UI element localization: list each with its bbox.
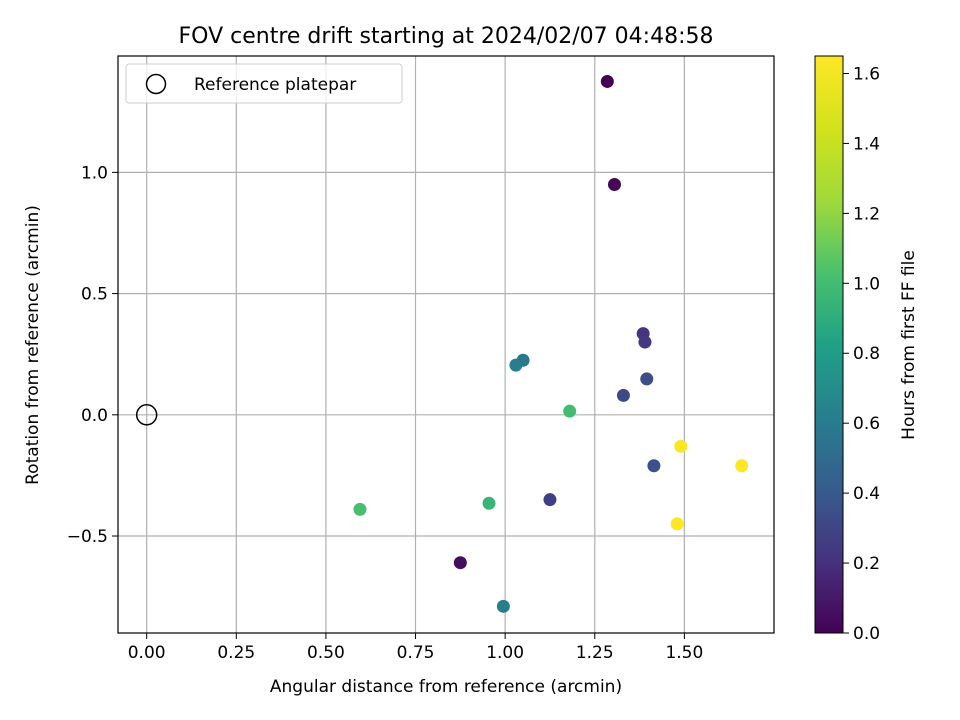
data-point bbox=[670, 517, 684, 531]
x-axis-label: Angular distance from reference (arcmin) bbox=[270, 677, 622, 697]
data-point bbox=[353, 502, 367, 516]
data-point bbox=[482, 496, 496, 510]
x-tick-label: 0.00 bbox=[128, 643, 166, 663]
colorbar-tick-label: 1.6 bbox=[853, 64, 880, 84]
data-point bbox=[600, 74, 614, 88]
x-axis-ticks: 0.00 0.25 0.50 0.75 1.00 1.25 1.50 bbox=[128, 633, 703, 663]
data-point bbox=[640, 372, 654, 386]
grid bbox=[118, 56, 774, 633]
x-tick-label: 1.25 bbox=[576, 643, 614, 663]
plot-area-frame bbox=[117, 55, 775, 634]
reference-platepar-marker bbox=[135, 404, 158, 426]
data-point bbox=[453, 556, 467, 570]
chart-title: FOV centre drift starting at 2024/02/07 … bbox=[179, 24, 714, 49]
y-axis-ticks: −0.5 0.0 0.5 1.0 bbox=[67, 163, 118, 547]
legend: Reference platepar bbox=[125, 63, 403, 104]
colorbar-gradient bbox=[814, 55, 844, 634]
y-tick-label: 0.0 bbox=[81, 406, 108, 426]
data-point bbox=[496, 599, 510, 613]
colorbar-tick-label: 1.0 bbox=[853, 274, 880, 294]
data-point bbox=[647, 459, 661, 473]
x-tick-label: 1.50 bbox=[665, 643, 703, 663]
data-point bbox=[674, 439, 688, 453]
legend-label-reference: Reference platepar bbox=[194, 75, 356, 95]
data-point bbox=[616, 388, 630, 402]
data-point bbox=[735, 459, 749, 473]
colorbar: 0.0 0.2 0.4 0.6 0.8 1.0 1.2 1.4 1.6 Hours from f… bbox=[814, 55, 919, 644]
data-point bbox=[607, 177, 621, 191]
x-tick-label: 1.00 bbox=[486, 643, 524, 663]
colorbar-tick-label: 1.4 bbox=[853, 134, 880, 154]
colorbar-tick-label: 0.8 bbox=[853, 344, 880, 364]
data-point bbox=[543, 493, 557, 507]
x-tick-label: 0.75 bbox=[397, 643, 435, 663]
colorbar-ticks: 0.0 0.2 0.4 0.6 0.8 1.0 1.2 1.4 1.6 bbox=[843, 64, 880, 644]
colorbar-tick-label: 1.2 bbox=[853, 204, 880, 224]
data-point bbox=[563, 404, 577, 418]
legend-marker-reference bbox=[145, 73, 167, 95]
y-tick-label: −0.5 bbox=[67, 527, 108, 547]
data-point bbox=[509, 358, 523, 372]
colorbar-tick-label: 0.0 bbox=[853, 624, 880, 644]
colorbar-tick-label: 0.4 bbox=[853, 484, 880, 504]
colorbar-tick-label: 0.6 bbox=[853, 414, 880, 434]
colorbar-tick-label: 0.2 bbox=[853, 554, 880, 574]
y-tick-label: 0.5 bbox=[81, 285, 108, 305]
legend-frame bbox=[125, 63, 403, 104]
data-points bbox=[135, 74, 749, 613]
x-tick-label: 0.25 bbox=[217, 643, 255, 663]
y-tick-label: 1.0 bbox=[81, 163, 108, 183]
x-tick-label: 0.50 bbox=[307, 643, 345, 663]
y-axis-label: Rotation from reference (arcmin) bbox=[23, 205, 43, 485]
data-point bbox=[638, 335, 652, 349]
colorbar-label: Hours from first FF file bbox=[899, 250, 919, 440]
